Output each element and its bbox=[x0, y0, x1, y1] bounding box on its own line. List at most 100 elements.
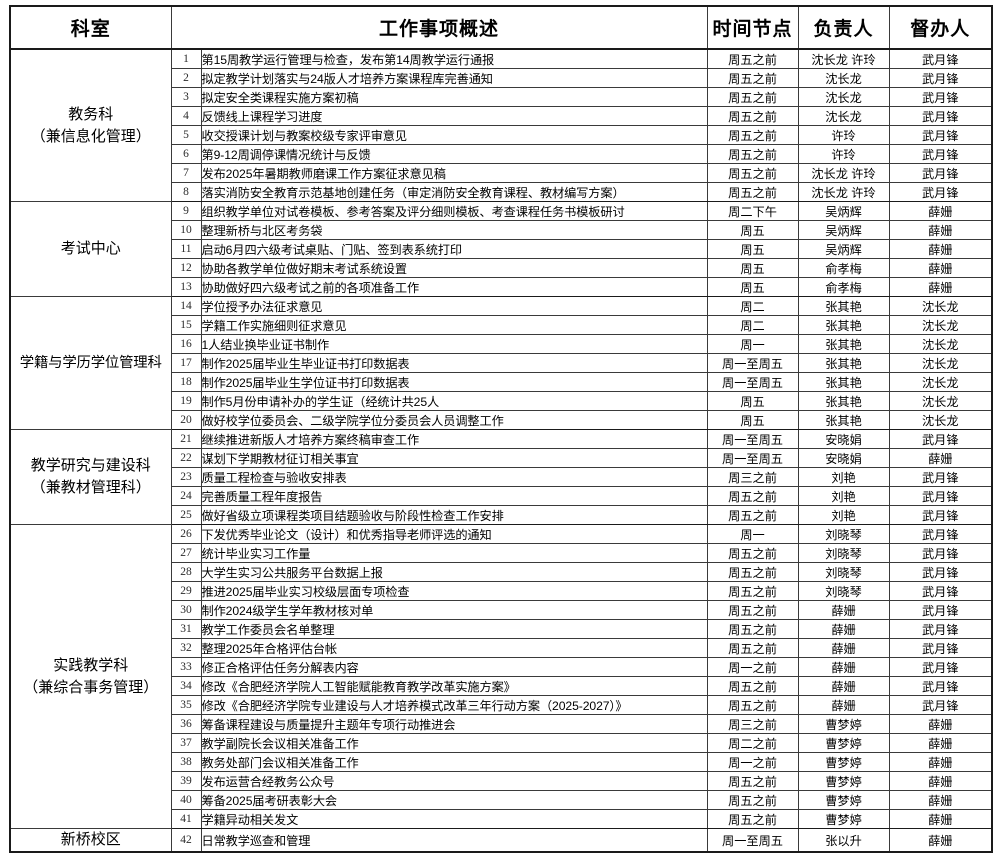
table-row: 37 教学副院长会议相关准备工作 周二之前 曹梦婷 薛姗 bbox=[10, 733, 993, 753]
table-row: 20 做好校学位委员会、二级学院学位分委员会人员调整工作 周五 张其艳 沈长龙 bbox=[10, 410, 993, 430]
supervisor-cell: 武月锋 bbox=[888, 543, 993, 563]
table-row: 学籍与学历学位管理科 14 学位授予办法征求意见 周二 张其艳 沈长龙 bbox=[9, 296, 993, 430]
deadline-cell: 周一 bbox=[706, 524, 799, 544]
table-row: 8 落实消防安全教育示范基地创建任务（审定消防安全教育课程、教材编写方案） 周五之前… bbox=[10, 182, 993, 202]
row-number-cell: 27 bbox=[170, 543, 202, 563]
owner-cell: 吴炳辉 bbox=[797, 220, 890, 240]
column-header-department: 科室 bbox=[10, 6, 172, 50]
supervisor-cell: 沈长龙 bbox=[888, 391, 993, 411]
worksheet-page: 科室 工作事项概述 时间节点 负责人 督办人 教务科 （兼信息化管理） 1 第15周教… bbox=[9, 5, 994, 853]
row-number-cell: 22 bbox=[170, 448, 202, 468]
department-name-line: （兼信息化管理） bbox=[30, 127, 151, 145]
owner-cell: 刘艳 bbox=[797, 486, 890, 506]
table-row: 30 制作2024级学生学年教材核对单 周五之前 薛姗 武月锋 bbox=[10, 600, 993, 620]
deadline-cell: 周一至周五 bbox=[706, 448, 799, 468]
table-row: 34 修改《合肥经济学院人工智能赋能教育教学改革实施方案》 周五之前 薛姗 武月锋 bbox=[10, 676, 993, 696]
supervisor-cell: 薛姗 bbox=[888, 809, 993, 829]
supervisor-cell: 武月锋 bbox=[888, 87, 993, 107]
deadline-cell: 周五之前 bbox=[706, 543, 799, 563]
table-row: 31 教学工作委员会名单整理 周五之前 薛姗 武月锋 bbox=[10, 619, 993, 639]
owner-cell: 曹梦婷 bbox=[797, 714, 890, 734]
column-header-supervisor: 督办人 bbox=[888, 6, 993, 50]
owner-cell: 刘艳 bbox=[797, 505, 890, 525]
owner-cell: 薛姗 bbox=[797, 676, 890, 696]
row-number-cell: 25 bbox=[170, 505, 202, 525]
supervisor-cell: 武月锋 bbox=[888, 467, 993, 487]
work-description-cell: 组织教学单位对试卷模板、参考答案及评分细则模板、考查课程任务书模板研讨 bbox=[200, 201, 708, 221]
work-description-cell: 学位授予办法征求意见 bbox=[200, 296, 708, 316]
row-number-cell: 38 bbox=[170, 752, 202, 772]
work-description-cell: 制作2025届毕业生学位证书打印数据表 bbox=[200, 372, 708, 392]
deadline-cell: 周二 bbox=[706, 315, 799, 335]
work-description-cell: 收交授课计划与教案校级专家评审意见 bbox=[200, 125, 708, 145]
supervisor-cell: 薛姗 bbox=[888, 752, 993, 772]
owner-cell: 张以升 bbox=[797, 827, 890, 852]
supervisor-cell: 薛姗 bbox=[888, 448, 993, 468]
deadline-cell: 周五 bbox=[706, 277, 799, 297]
work-description-cell: 发布2025年暑期教师磨课工作方案征求意见稿 bbox=[200, 163, 708, 183]
owner-cell: 曹梦婷 bbox=[797, 809, 890, 829]
table-row: 23 质量工程检查与验收安排表 周三之前 刘艳 武月锋 bbox=[10, 467, 993, 487]
supervisor-cell: 薛姗 bbox=[888, 733, 993, 753]
supervisor-cell: 薛姗 bbox=[888, 714, 993, 734]
row-number-cell: 4 bbox=[170, 106, 202, 126]
deadline-cell: 周一至周五 bbox=[706, 827, 799, 852]
supervisor-cell: 武月锋 bbox=[888, 524, 993, 544]
supervisor-cell: 武月锋 bbox=[888, 68, 993, 88]
supervisor-cell: 武月锋 bbox=[888, 182, 993, 202]
owner-cell: 安晓娟 bbox=[797, 429, 890, 449]
supervisor-cell: 薛姗 bbox=[888, 277, 993, 297]
table-row: 7 发布2025年暑期教师磨课工作方案征求意见稿 周五之前 沈长龙 许玲 武月锋 bbox=[10, 163, 993, 183]
table-body: 教务科 （兼信息化管理） 1 第15周教学运行管理与检查，发布第14周教学运行通报 周五… bbox=[9, 48, 993, 852]
owner-cell: 薛姗 bbox=[797, 600, 890, 620]
row-number-cell: 36 bbox=[170, 714, 202, 734]
owner-cell: 沈长龙 bbox=[797, 68, 890, 88]
department-cell: 新桥校区 bbox=[9, 827, 172, 852]
work-description-cell: 第15周教学运行管理与检查，发布第14周教学运行通报 bbox=[200, 48, 708, 69]
owner-cell: 张其艳 bbox=[797, 372, 890, 392]
department-cell: 学籍与学历学位管理科 bbox=[9, 296, 172, 430]
deadline-cell: 周三之前 bbox=[706, 467, 799, 487]
work-items-table: 科室 工作事项概述 时间节点 负责人 督办人 教务科 （兼信息化管理） 1 第15周教… bbox=[9, 5, 994, 853]
table-row: 6 第9-12周调停课情况统计与反馈 周五之前 许玲 武月锋 bbox=[10, 144, 993, 164]
owner-cell: 薛姗 bbox=[797, 638, 890, 658]
supervisor-cell: 薛姗 bbox=[888, 220, 993, 240]
owner-cell: 刘艳 bbox=[797, 467, 890, 487]
deadline-cell: 周五之前 bbox=[706, 144, 799, 164]
work-description-cell: 教学副院长会议相关准备工作 bbox=[200, 733, 708, 753]
table-row: 18 制作2025届毕业生学位证书打印数据表 周一至周五 张其艳 沈长龙 bbox=[10, 372, 993, 392]
table-row: 11 启动6月四六级考试桌贴、门贴、签到表系统打印 周五 吴炳辉 薛姗 bbox=[10, 239, 993, 259]
table-row: 13 协助做好四六级考试之前的各项准备工作 周五 俞孝梅 薛姗 bbox=[10, 277, 993, 297]
row-number-cell: 35 bbox=[170, 695, 202, 715]
deadline-cell: 周五之前 bbox=[706, 48, 799, 69]
department-cell: 实践教学科 （兼综合事务管理） bbox=[9, 524, 172, 829]
supervisor-cell: 武月锋 bbox=[888, 657, 993, 677]
deadline-cell: 周五之前 bbox=[706, 125, 799, 145]
row-number-cell: 37 bbox=[170, 733, 202, 753]
supervisor-cell: 武月锋 bbox=[888, 125, 993, 145]
table-row: 2 拟定教学计划落实与24版人才培养方案课程库完善通知 周五之前 沈长龙 武月锋 bbox=[10, 68, 993, 88]
deadline-cell: 周五之前 bbox=[706, 87, 799, 107]
row-number-cell: 12 bbox=[170, 258, 202, 278]
deadline-cell: 周五之前 bbox=[706, 600, 799, 620]
department-name-line: 教学研究与建设科 bbox=[30, 457, 151, 475]
work-description-cell: 修改《合肥经济学院人工智能赋能教育教学改革实施方案》 bbox=[200, 676, 708, 696]
deadline-cell: 周五之前 bbox=[706, 486, 799, 506]
row-number-cell: 18 bbox=[170, 372, 202, 392]
row-number-cell: 9 bbox=[170, 201, 202, 221]
deadline-cell: 周一至周五 bbox=[706, 429, 799, 449]
work-description-cell: 完善质量工程年度报告 bbox=[200, 486, 708, 506]
table-row: 10 整理新桥与北区考务袋 周五 吴炳辉 薛姗 bbox=[10, 220, 993, 240]
row-number-cell: 30 bbox=[170, 600, 202, 620]
supervisor-cell: 武月锋 bbox=[888, 144, 993, 164]
work-description-cell: 整理新桥与北区考务袋 bbox=[200, 220, 708, 240]
table-row: 38 教务处部门会议相关准备工作 周一之前 曹梦婷 薛姗 bbox=[10, 752, 993, 772]
deadline-cell: 周五之前 bbox=[706, 619, 799, 639]
supervisor-cell: 武月锋 bbox=[888, 676, 993, 696]
owner-cell: 曹梦婷 bbox=[797, 790, 890, 810]
deadline-cell: 周五之前 bbox=[706, 638, 799, 658]
table-row: 19 制作5月份申请补办的学生证（经统计共25人 周五 张其艳 沈长龙 bbox=[10, 391, 993, 411]
row-number-cell: 2 bbox=[170, 68, 202, 88]
row-number-cell: 23 bbox=[170, 467, 202, 487]
table-row: 教务科 （兼信息化管理） 1 第15周教学运行管理与检查，发布第14周教学运行通报 周五… bbox=[9, 48, 993, 202]
